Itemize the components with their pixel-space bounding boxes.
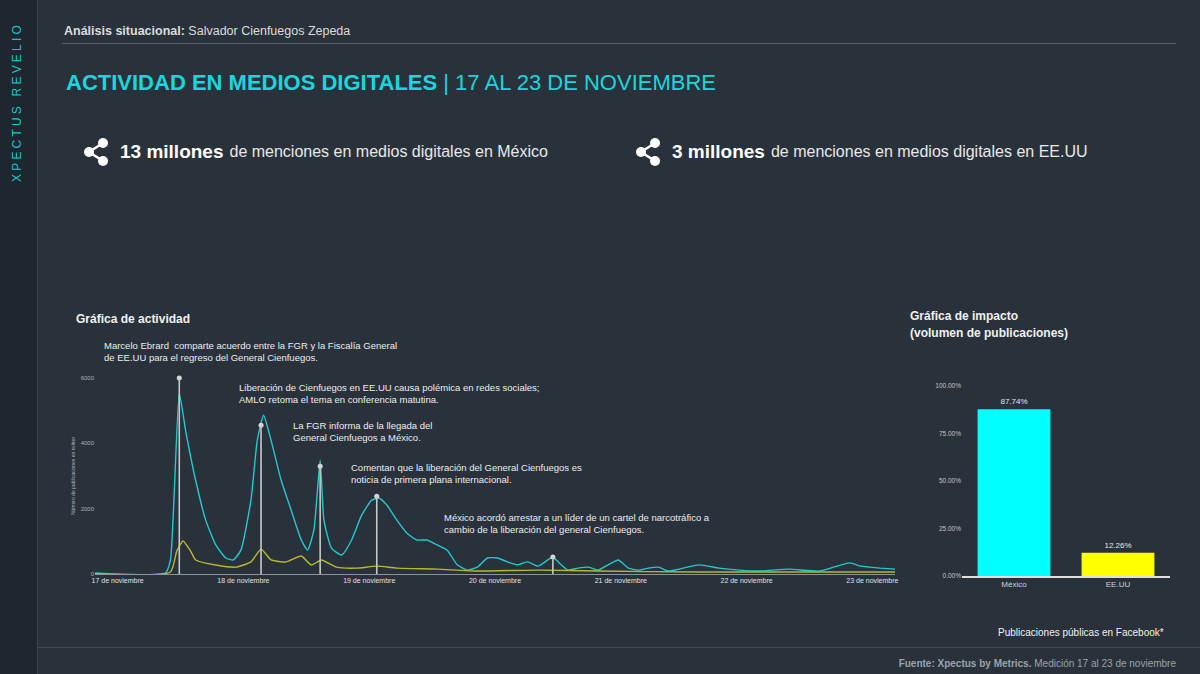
html-text:XPECTUS REVELIO: XPECTUS REVELIO [10, 22, 24, 182]
svg-text:17 de noviembre: 17 de noviembre [92, 577, 144, 584]
svg-text:20 de noviembre: 20 de noviembre [469, 577, 521, 584]
svg-text:19 de noviembre: 19 de noviembre [343, 577, 395, 584]
svg-text:100.00%: 100.00% [935, 382, 961, 389]
html-text:3 millones de menciones en med: 3 millones de menciones en medios digita… [672, 141, 1088, 162]
svg-text:Comentan que la liberación del: Comentan que la liberación del General C… [351, 462, 582, 485]
html-text:13 millones de menciones en me: 13 millones de menciones en medios digit… [120, 141, 548, 162]
html-text:(volumen de publicaciones): (volumen de publicaciones) [910, 326, 1068, 340]
svg-text:Marcelo Ebrard comparte acuer: Marcelo Ebrard comparte acuerdo entre la… [104, 340, 397, 363]
svg-text:12.26%: 12.26% [1104, 541, 1131, 550]
svg-text:Liberación de Cienfuegos en EE: Liberación de Cienfuegos en EE.UU causa … [239, 382, 539, 405]
svg-text:México acordó arrestar a un lí: México acordó arrestar a un líder de un … [444, 512, 710, 535]
svg-text:6000: 6000 [81, 375, 95, 381]
svg-text:México: México [1001, 580, 1027, 589]
html-text:ACTIVIDAD EN MEDIOS DIGITALES: ACTIVIDAD EN MEDIOS DIGITALES | 17 AL 23… [66, 70, 716, 95]
svg-text:75.00%: 75.00% [939, 430, 961, 437]
html-text:Gráfica de impacto: Gráfica de impacto [910, 309, 1018, 323]
html-text:Publicaciones públicas en Face: Publicaciones públicas en Facebook* [998, 627, 1164, 638]
svg-text:25.00%: 25.00% [939, 525, 961, 532]
svg-text:18 de noviembre: 18 de noviembre [217, 577, 269, 584]
svg-text:2000: 2000 [81, 506, 95, 512]
svg-text:23 de noviembre: 23 de noviembre [846, 577, 898, 584]
html-text:Fuente: Xpectus by Metrics. Me: Fuente: Xpectus by Metrics. Medición 17 … [898, 658, 1176, 669]
svg-text:50.00%: 50.00% [939, 477, 961, 484]
svg-text:EE.UU: EE.UU [1106, 580, 1131, 589]
svg-text:0: 0 [91, 571, 95, 577]
svg-text:La FGR informa de la llegada d: La FGR informa de la llegada delGeneral … [293, 420, 432, 443]
svg-text:21 de noviembre: 21 de noviembre [595, 577, 647, 584]
html-text:Gráfica de actividad: Gráfica de actividad [76, 312, 190, 326]
svg-text:4000: 4000 [81, 440, 95, 446]
svg-text:22 de noviembre: 22 de noviembre [720, 577, 772, 584]
svg-text:Número de publicaciones en twi: Número de publicaciones en twitter [70, 437, 76, 515]
html-text:Análisis situacional: Salvador: Análisis situacional: Salvador Cienfuego… [64, 24, 351, 38]
svg-text:87.74%: 87.74% [1000, 397, 1027, 406]
svg-text:0.00%: 0.00% [943, 572, 962, 579]
